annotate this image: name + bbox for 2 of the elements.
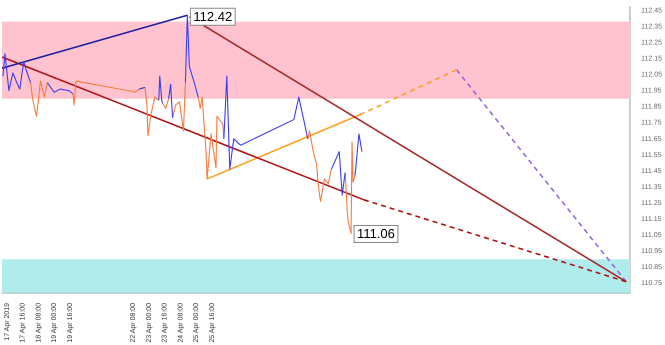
annotation: 111.06	[357, 226, 395, 242]
annotation: 112.42	[193, 8, 232, 24]
